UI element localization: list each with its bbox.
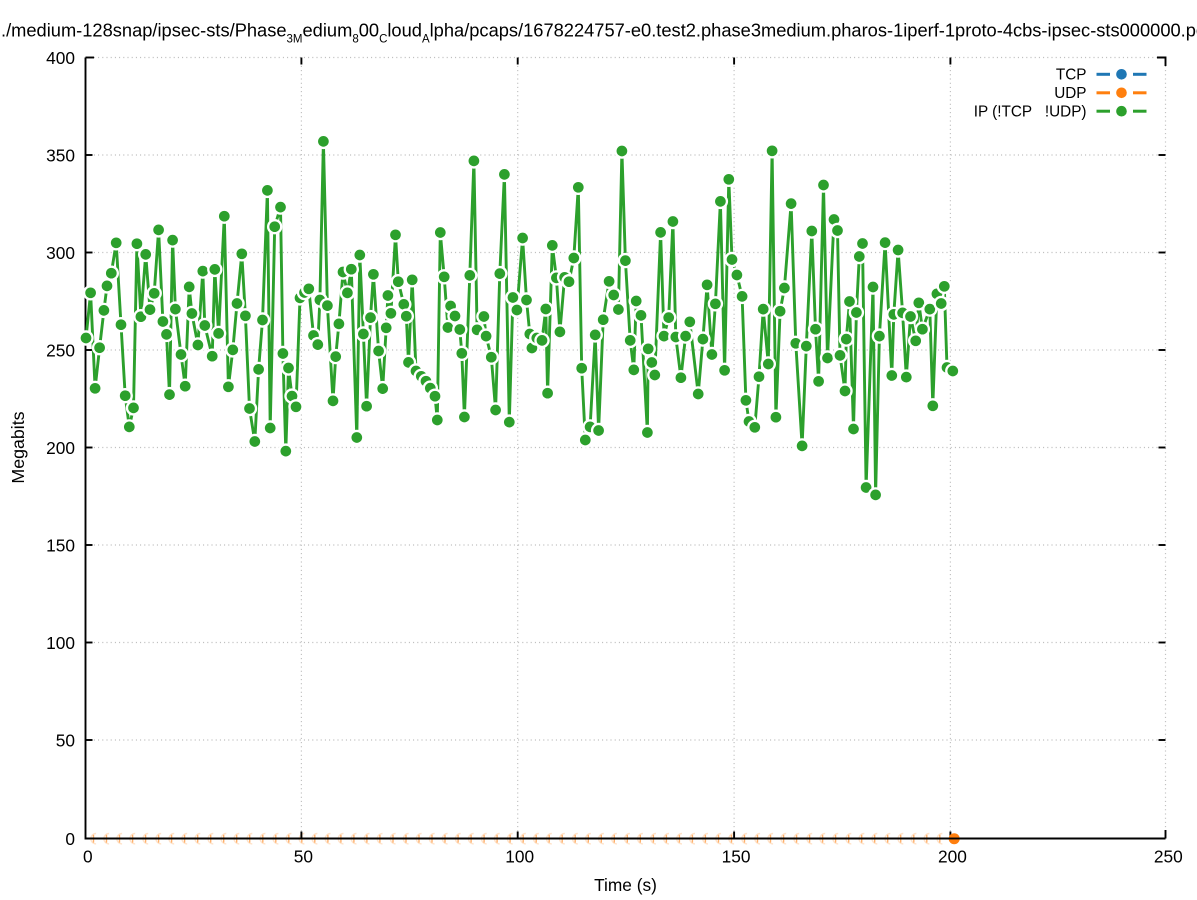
svg-text:300: 300: [46, 243, 75, 263]
svg-text:350: 350: [46, 145, 75, 165]
svg-text:200: 200: [938, 847, 967, 867]
svg-text:50: 50: [56, 730, 75, 750]
svg-text:Megabits: Megabits: [8, 411, 28, 483]
svg-text:50: 50: [294, 847, 313, 867]
svg-text:0: 0: [83, 847, 93, 867]
svg-text:200: 200: [46, 438, 75, 458]
svg-text:150: 150: [46, 535, 75, 555]
svg-text:100: 100: [46, 633, 75, 653]
svg-text:100: 100: [505, 847, 534, 867]
svg-text:250: 250: [1154, 847, 1183, 867]
svg-text:0: 0: [65, 829, 75, 849]
svg-text:400: 400: [46, 48, 75, 68]
svg-text:UDP: UDP: [1054, 85, 1086, 102]
svg-text:Time (s): Time (s): [594, 875, 657, 895]
svg-text:150: 150: [722, 847, 751, 867]
svg-text:IP (!TCP !UDP): IP (!TCP !UDP): [974, 104, 1087, 121]
svg-text:250: 250: [46, 340, 75, 360]
svg-text:TCP: TCP: [1056, 67, 1087, 84]
